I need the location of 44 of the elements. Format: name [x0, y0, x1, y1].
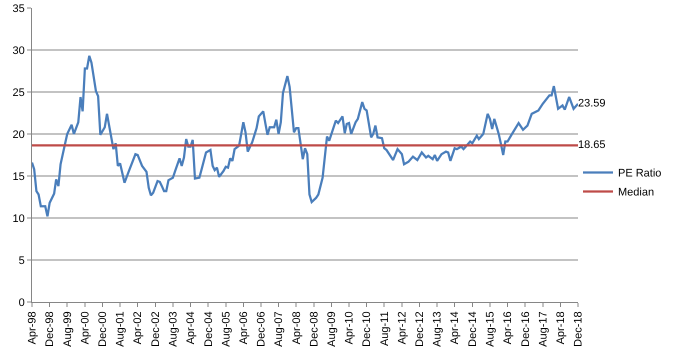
x-tick-label: Aug-99 — [62, 311, 74, 347]
x-tick-label: Apr-02 — [132, 311, 144, 344]
x-tick-label: Dec-16 — [520, 311, 532, 347]
x-tick-label: Aug-03 — [167, 311, 180, 347]
y-tick-label: 5 — [18, 254, 25, 267]
x-tick-label: Aug-09 — [326, 311, 338, 347]
x-tick-label: Aug-07 — [273, 311, 286, 347]
x-tick-label: Aug-01 — [114, 311, 127, 347]
x-tick-label: Dec-06 — [256, 311, 268, 347]
legend-label: Median — [618, 186, 654, 199]
x-tick-label: Dec-04 — [202, 311, 215, 347]
x-tick-label: Apr-10 — [344, 311, 356, 344]
x-tick-label: Apr-08 — [290, 311, 303, 344]
x-tick-label: Apr-18 — [554, 311, 567, 344]
x-tick-label: Apr-98 — [26, 311, 39, 344]
y-tick-label: 15 — [12, 170, 25, 183]
y-tick-label: 30 — [12, 44, 25, 57]
x-tick-label: Apr-12 — [396, 311, 408, 344]
x-tick-label: Dec-08 — [308, 311, 320, 347]
x-tick-label: Dec-12 — [414, 311, 426, 347]
x-tick-label: Apr-16 — [502, 311, 514, 344]
x-tick-label: Apr-00 — [79, 311, 92, 344]
y-tick-label: 20 — [12, 128, 25, 141]
y-tick-label: 0 — [18, 296, 25, 309]
x-tick-label: Apr-14 — [449, 311, 462, 344]
x-tick-label: Aug-17 — [537, 311, 550, 347]
y-tick-label: 25 — [12, 86, 25, 99]
x-tick-label: Apr-04 — [185, 311, 198, 344]
x-tick-label: Dec-10 — [361, 311, 374, 347]
x-tick-label: Aug-11 — [378, 311, 391, 346]
data-label: 23.59 — [578, 98, 606, 110]
x-tick-label: Dec-14 — [466, 311, 479, 347]
legend-label: PE Ratio — [618, 168, 662, 180]
x-tick-label: Apr-06 — [238, 311, 250, 344]
y-tick-label: 10 — [12, 212, 25, 225]
x-tick-label: Dec-98 — [44, 311, 56, 347]
x-tick-label: Aug-15 — [484, 311, 496, 347]
data-label: 18.65 — [578, 139, 606, 152]
x-tick-label: Aug-05 — [220, 311, 232, 347]
y-tick-label: 35 — [12, 2, 25, 15]
x-tick-label: Aug-13 — [432, 311, 444, 347]
x-tick-label: Dec-00 — [97, 311, 110, 347]
x-tick-label: Dec-18 — [572, 311, 585, 347]
x-tick-label: Dec-02 — [150, 311, 162, 347]
